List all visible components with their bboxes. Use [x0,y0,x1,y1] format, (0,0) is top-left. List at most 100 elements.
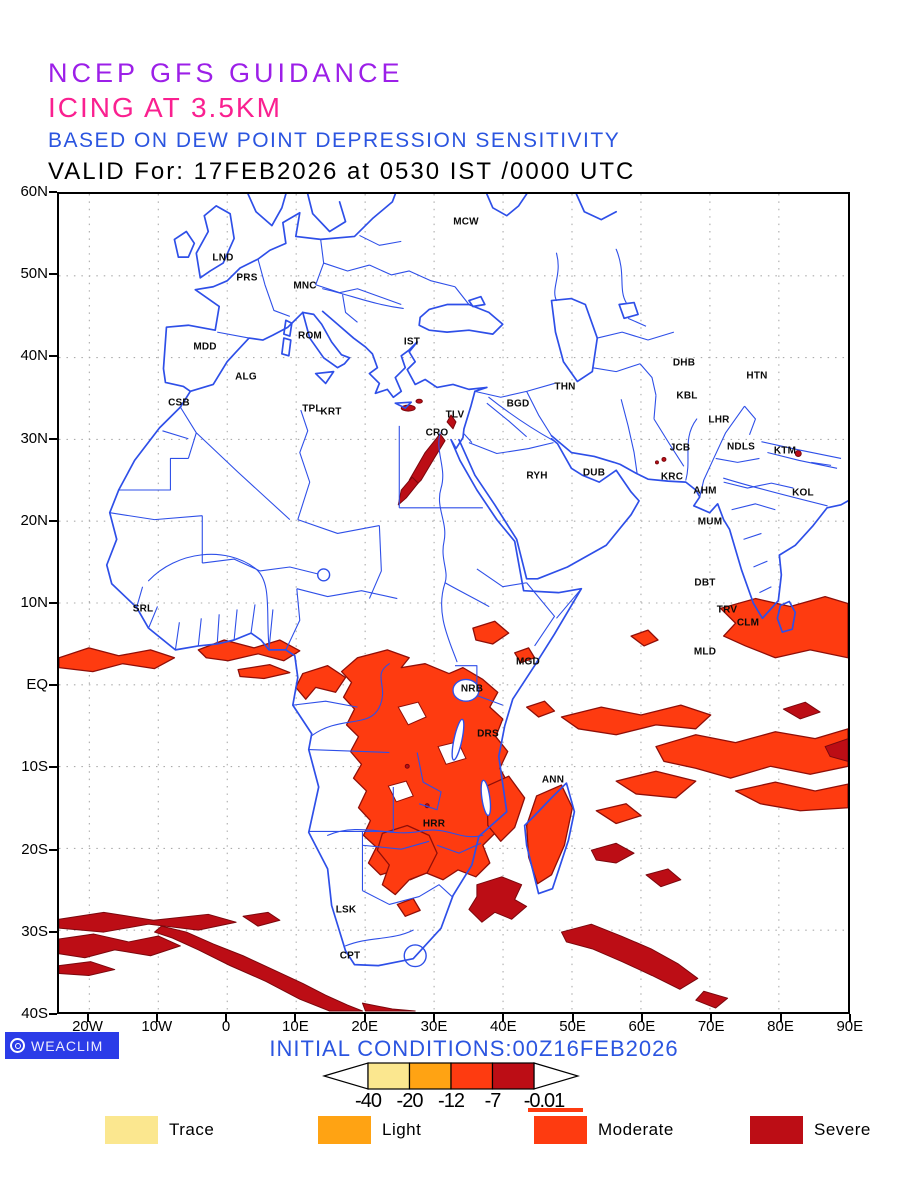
colorbar-cell-trace [367,1062,411,1090]
station-label-mcw: MCW [453,216,479,228]
legend-label-light: Light [382,1120,422,1139]
gridlines-layer [59,194,848,1012]
station-label-cro: CRO [425,427,449,439]
legend-label-trace: Trace [169,1120,215,1139]
legend-swatch-light [318,1116,371,1144]
station-label-thn: THN [554,381,576,393]
y-tick [49,602,57,604]
x-axis-label: 10E [282,1018,309,1035]
station-label-krc: KRC [660,471,684,483]
borders-layer [109,234,842,905]
colorbar-cell-severe [491,1062,535,1090]
weaclim-logo: WEACLIM [5,1032,119,1059]
severe-icing-layer [59,398,848,1012]
x-axis-label: 0 [221,1018,231,1035]
x-tick [848,1014,851,1022]
x-axis-label: 20W [72,1018,103,1035]
x-tick [502,1014,505,1022]
legend-swatch-moderate [534,1116,587,1144]
weaclim-logo-icon [10,1038,25,1053]
x-tick [640,1014,643,1022]
y-axis-label: 20N [20,511,48,529]
station-label-nrb: NRB [460,683,484,695]
rivers-layer [147,248,828,947]
station-label-tlv: TLV [445,409,465,421]
colorbar-value-label: -0.01 [523,1090,566,1112]
legend-swatch-severe [750,1116,803,1144]
y-tick [49,191,57,193]
x-axis-label: 70E [697,1018,725,1035]
colorbar-cell-light [408,1062,452,1090]
station-label-dbt: DBT [694,577,716,589]
map-canvas [59,194,848,1012]
y-axis-label: EQ [26,676,48,694]
station-label-kol: KOL [792,487,814,499]
station-label-rom: ROM [298,330,322,342]
station-label-trv: TRV [716,604,738,616]
station-label-dhb: DHB [672,357,696,369]
station-label-kbl: KBL [676,390,698,402]
station-label-lsk: LSK [335,904,357,916]
y-tick [49,437,57,440]
station-label-bgd: BGD [506,398,530,410]
map-frame [57,192,850,1014]
x-axis-label: 90E [836,1018,864,1035]
station-label-ann: ANN [541,774,565,786]
station-label-lnd: LND [212,252,234,264]
x-tick [155,1014,158,1022]
colorbar-value-label: -40 [355,1090,382,1112]
x-tick [363,1014,366,1022]
station-label-mnc: MNC [293,280,317,292]
y-axis-label: 20S [21,840,48,858]
station-label-csb: CSB [168,397,190,409]
y-axis-label: 50N [20,265,48,283]
station-label-jcb: JCB [669,442,691,454]
legend-swatch-trace [105,1116,158,1144]
station-label-htn: HTN [746,370,768,382]
y-axis-label: 10S [21,758,48,776]
station-label-ist: IST [403,336,421,348]
x-tick [225,1014,228,1022]
station-label-mdd: MDD [193,341,217,353]
station-label-ahm: AHM [693,485,717,497]
x-tick [86,1014,89,1022]
y-axis-label: 60N [20,183,48,200]
y-tick [49,848,57,851]
station-label-mum: MUM [697,516,723,528]
station-label-srl: SRL [132,603,154,615]
colorbar-underline-mark [528,1108,583,1112]
station-label-krt: KRT [320,406,342,418]
coastlines-layer [105,194,848,967]
moderate-icing-layer [59,595,848,917]
y-tick [49,1013,57,1015]
y-tick [49,355,57,358]
title-method: BASED ON DEW POINT DEPRESSION SENSITIVIT… [48,129,621,152]
initial-conditions-text: INITIAL CONDITIONS:00Z16FEB2026 [269,1036,679,1061]
lakes-layer [316,568,492,968]
colorbar-value-label: -12 [438,1090,465,1112]
station-label-ryh: RYH [526,470,548,482]
colorbar-arrow [533,1062,580,1090]
y-axis-label: 40S [21,1005,48,1022]
colorbar-arrow [322,1062,369,1090]
weaclim-logo-text: WEACLIM [31,1037,104,1054]
x-tick [433,1014,435,1022]
station-label-cpt: CPT [339,950,361,962]
colorbar-value-label: -20 [396,1090,424,1112]
station-label-mgd: MGD [516,656,540,668]
station-label-lhr: LHR [708,414,730,426]
colorbar [322,1062,580,1090]
x-axis-label: 30E [420,1018,448,1035]
station-label-hrr: HRR [422,818,446,830]
y-axis-label: 10N [20,594,48,611]
station-label-tpl: TPL [302,403,322,415]
station-label-ktm: KTM [773,445,797,457]
y-tick [49,684,57,687]
station-label-dub: DUB [582,467,606,479]
y-tick [49,519,57,522]
x-axis-label: 40E [489,1018,517,1035]
legend-label-moderate: Moderate [598,1120,674,1139]
x-axis-label: 80E [767,1018,794,1035]
title-valid-time: VALID For: 17FEB2026 at 0530 IST /0000 U… [48,158,636,185]
